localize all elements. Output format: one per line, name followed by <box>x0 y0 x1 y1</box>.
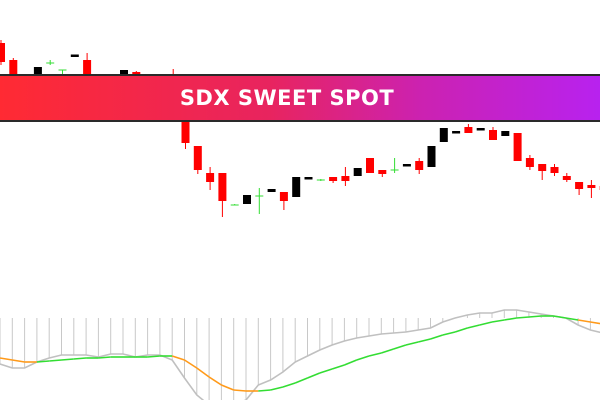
candle-body <box>292 177 301 197</box>
signal-line-segment <box>221 384 235 391</box>
signal-line-segment <box>454 327 468 333</box>
signal-line-segment <box>12 359 25 363</box>
signal-line-segment <box>590 321 600 325</box>
banner-title: SDX SWEET SPOT <box>179 86 395 110</box>
candle-body <box>489 130 497 140</box>
signal-line-segment <box>368 352 382 357</box>
signal-line-segment <box>307 372 321 379</box>
candle-body <box>181 120 190 143</box>
candle-body <box>366 158 374 173</box>
signal-line-segment <box>36 360 50 363</box>
signal-line-segment <box>430 334 444 340</box>
candle-body <box>538 164 547 171</box>
candle-body <box>402 164 411 167</box>
signal-line-segment <box>467 324 480 329</box>
signal-line-segment <box>147 355 160 358</box>
candle-body <box>476 128 485 131</box>
candle-body <box>279 192 288 201</box>
candle-body <box>132 72 141 75</box>
candle-body <box>304 177 313 180</box>
candle-body <box>0 43 5 62</box>
signal-line-segment <box>171 355 185 361</box>
sdx-sweet-spot-banner: SDX SWEET SPOT <box>0 74 600 122</box>
candle-body <box>378 170 387 174</box>
signal-line-segment <box>553 315 566 319</box>
candle-body <box>193 146 202 170</box>
signal-line-segment <box>258 389 271 392</box>
candle-body <box>33 67 42 75</box>
candle-body <box>452 131 461 134</box>
macd-line <box>0 309 600 400</box>
candle-body <box>415 161 424 170</box>
signal-line-segment <box>356 355 370 361</box>
signal-line-segment <box>270 386 284 391</box>
signal-line-segment <box>405 341 419 346</box>
candle-body <box>562 176 571 180</box>
signal-line-segment <box>344 359 358 366</box>
candle-body <box>501 131 510 136</box>
signal-line-segment <box>565 317 579 321</box>
signal-line-segment <box>196 367 210 378</box>
candle-body <box>243 195 251 204</box>
signal-line-segment <box>516 316 529 319</box>
signal-line-segment <box>418 338 431 343</box>
candle-body <box>9 60 18 75</box>
candle-body <box>329 177 338 181</box>
candle-body <box>464 127 473 133</box>
signal-line-segment <box>393 344 407 350</box>
candle-body <box>70 54 79 57</box>
candle-body <box>353 168 362 176</box>
candle-body <box>267 189 276 192</box>
signal-line-segment <box>381 348 394 354</box>
signal-line-segment <box>319 368 333 374</box>
signal-line-segment <box>208 376 222 386</box>
signal-line-segment <box>282 382 296 388</box>
candle-body <box>513 133 522 161</box>
signal-line-segment <box>233 389 247 392</box>
signal-line-segment <box>577 319 591 323</box>
candle-body <box>575 182 584 189</box>
candle-body <box>341 176 350 181</box>
candle-body <box>206 173 215 182</box>
signal-line-segment <box>61 358 74 361</box>
signal-line-segment <box>491 319 505 323</box>
signal-line-segment <box>73 357 87 360</box>
candle-body <box>525 158 534 167</box>
candle-body <box>439 128 448 142</box>
candle-body <box>587 185 596 188</box>
candle-body <box>83 60 92 75</box>
signal-line-segment <box>184 359 198 369</box>
signal-line-segment <box>0 357 13 361</box>
signal-line-segment <box>528 315 542 318</box>
signal-line-segment <box>49 359 62 362</box>
signal-line-segment <box>442 331 456 336</box>
signal-line-segment <box>479 321 493 326</box>
signal-line-segment <box>294 377 308 384</box>
candle-body <box>427 146 436 167</box>
signal-line-segment <box>98 356 111 359</box>
candle-body <box>550 167 559 173</box>
candle-body <box>218 173 227 201</box>
signal-line-segment <box>331 364 345 370</box>
signal-line-segment <box>504 317 517 321</box>
candle-body <box>120 70 128 75</box>
